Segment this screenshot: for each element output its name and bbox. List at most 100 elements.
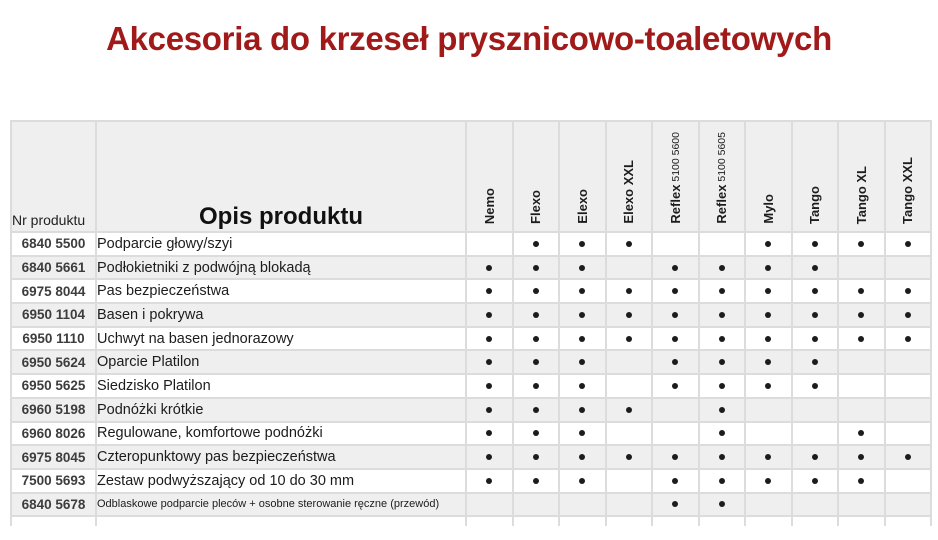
bullet-icon — [672, 382, 679, 389]
bullet-icon — [625, 454, 632, 461]
bullet-icon — [765, 359, 772, 366]
empty-cell — [10, 515, 97, 526]
bullet-icon — [718, 288, 725, 295]
compat-cell-marked — [651, 302, 700, 328]
table-row: 6840 5678 Odblaskowe podparcie pleców + o… — [10, 491, 932, 518]
bullet-icon — [579, 335, 586, 342]
empty-cell — [651, 515, 700, 526]
model-name-vertical-label: Tango — [807, 185, 823, 224]
col-header-opis-produktu-label: Opis produktu — [199, 203, 363, 230]
compat-cell-marked — [651, 349, 700, 376]
compat-cell-empty — [651, 420, 700, 447]
product-number: 6975 8044 — [10, 278, 97, 305]
bullet-icon — [486, 406, 493, 413]
bullet-icon — [718, 454, 725, 461]
bullet-icon — [765, 335, 772, 342]
bullet-icon — [858, 454, 865, 461]
bullet-icon — [532, 311, 539, 318]
compat-cell-marked — [697, 467, 746, 494]
page-title: Akcesoria do krzeseł prysznicowo-toaleto… — [106, 20, 832, 57]
compat-cell-marked — [790, 302, 839, 328]
compat-cell-marked — [697, 349, 746, 376]
table-row: 6950 5625 Siedzisko Platilon — [10, 373, 932, 399]
bullet-icon — [579, 454, 586, 461]
product-number: 6840 5661 — [10, 254, 97, 281]
bullet-icon — [532, 264, 539, 271]
compat-cell-empty — [837, 349, 886, 376]
compat-cell-marked — [604, 278, 653, 305]
bullet-icon — [811, 288, 818, 295]
product-description: Zestaw podwyższający od 10 do 30 mm — [95, 467, 467, 494]
compat-cell-marked — [697, 373, 746, 399]
model-name-vertical-label: Nemo — [481, 187, 497, 224]
bullet-icon — [532, 477, 539, 484]
compat-cell-marked — [511, 467, 560, 494]
bullet-icon — [486, 454, 493, 461]
compat-cell-marked — [744, 302, 793, 328]
bullet-icon — [765, 382, 772, 389]
compat-cell-empty — [604, 491, 653, 518]
compat-cell-marked — [837, 302, 886, 328]
compat-cell-marked — [790, 325, 839, 352]
compat-cell-empty — [883, 254, 932, 281]
product-description: Regulowane, komfortowe podnóżki — [95, 420, 467, 447]
table-row: 6840 5661 Podłokietniki z podwójną blokad… — [10, 254, 932, 281]
compat-cell-marked — [558, 325, 607, 352]
product-description: Oparcie Platilon — [95, 349, 467, 376]
compat-cell-marked — [883, 444, 932, 470]
compat-cell-marked — [558, 254, 607, 281]
compat-cell-marked — [790, 278, 839, 305]
bullet-icon — [486, 359, 493, 366]
compat-cell-marked — [837, 420, 886, 447]
compat-cell-empty — [790, 491, 839, 518]
compat-cell-empty — [604, 420, 653, 447]
bullet-icon — [532, 335, 539, 342]
bullet-icon — [579, 430, 586, 437]
compat-cell-marked — [883, 278, 932, 305]
bullet-icon — [532, 240, 539, 247]
accessories-table: Nr produktu Opis produktu Nemo Flexo Elexo… — [10, 120, 932, 526]
compat-cell-empty — [837, 254, 886, 281]
compat-cell-empty — [604, 467, 653, 494]
table-row: 6975 8044 Pas bezpieczeństwa — [10, 278, 932, 305]
col-header-nr-produktu: Nr produktu — [10, 120, 97, 233]
compat-cell-empty — [465, 231, 514, 257]
product-number: 6950 1110 — [10, 325, 97, 352]
bullet-icon — [811, 454, 818, 461]
bullet-icon — [579, 264, 586, 271]
compat-cell-empty — [511, 491, 560, 518]
compat-cell-empty — [697, 231, 746, 257]
col-header-model-nemo: Nemo — [465, 120, 514, 233]
compat-cell-marked — [883, 325, 932, 352]
compat-cell-marked — [604, 231, 653, 257]
model-name-vertical-label: Tango XXL — [900, 157, 916, 224]
bullet-icon — [904, 454, 911, 461]
bullet-icon — [858, 311, 865, 318]
compat-cell-marked — [837, 325, 886, 352]
model-name-vertical-label: Flexo — [528, 190, 544, 224]
bullet-icon — [765, 264, 772, 271]
bullet-icon — [811, 335, 818, 342]
empty-cell — [883, 515, 932, 526]
bullet-icon — [579, 288, 586, 295]
bullet-icon — [904, 288, 911, 295]
compat-cell-empty — [883, 467, 932, 494]
product-description: Basen i pokrywa — [95, 302, 467, 328]
compat-cell-empty — [465, 491, 514, 518]
compat-cell-empty — [883, 491, 932, 518]
compat-cell-marked — [465, 254, 514, 281]
compat-cell-marked — [790, 467, 839, 494]
bullet-icon — [486, 477, 493, 484]
empty-cell — [744, 515, 793, 526]
compat-cell-marked — [558, 278, 607, 305]
bullet-icon — [625, 288, 632, 295]
bullet-icon — [532, 382, 539, 389]
bullet-icon — [904, 335, 911, 342]
compat-cell-marked — [511, 373, 560, 399]
compat-cell-marked — [744, 467, 793, 494]
bullet-icon — [486, 382, 493, 389]
bullet-icon — [718, 359, 725, 366]
compat-cell-marked — [604, 302, 653, 328]
compat-cell-empty — [883, 373, 932, 399]
bullet-icon — [765, 454, 772, 461]
